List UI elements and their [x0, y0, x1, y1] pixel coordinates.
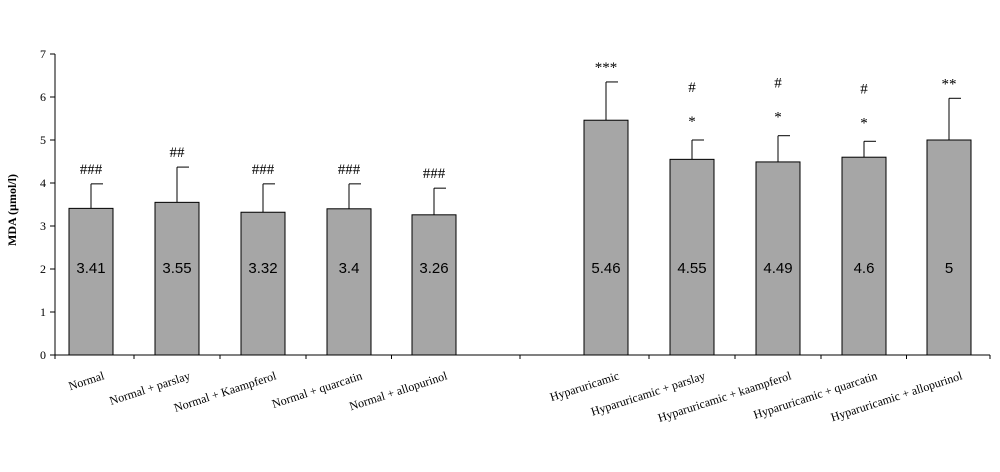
bar: [669, 158, 715, 356]
bar-value-label: 5.46: [591, 260, 620, 277]
bar-value-label: 3.41: [76, 260, 105, 277]
y-tick-label: 0: [40, 348, 46, 362]
bar-value-label: 3.4: [339, 260, 360, 277]
y-tick-label: 2: [40, 262, 46, 276]
significance-mark: ##: [170, 145, 186, 161]
bar: [926, 139, 972, 356]
y-tick-label: 5: [40, 133, 46, 147]
bar: [841, 156, 887, 356]
bar: [755, 161, 801, 356]
bar-value-label: 3.55: [162, 260, 191, 277]
x-category-label: Normal + allopurinol: [348, 368, 450, 413]
bar-value-label: 4.55: [677, 260, 706, 277]
significance-mark-lower: *: [688, 114, 696, 130]
x-category-label: Normal: [67, 368, 107, 393]
bar-value-label: 3.32: [248, 260, 277, 277]
bars-group: 3.41###3.55##3.32###3.4###3.26###5.46***…: [68, 60, 972, 356]
bar: [326, 208, 372, 356]
y-tick-label: 3: [40, 219, 46, 233]
significance-mark: ###: [252, 162, 275, 178]
bar-value-label: 3.26: [419, 260, 448, 277]
significance-mark: #: [860, 81, 868, 97]
significance-mark-lower: *: [860, 115, 868, 131]
y-axis-label: MDA (µmol/l): [5, 174, 19, 246]
significance-mark: ###: [80, 162, 103, 178]
bar: [240, 211, 286, 356]
significance-mark: ###: [423, 166, 446, 182]
significance-mark: ###: [338, 162, 361, 178]
bar: [583, 119, 629, 356]
y-tick-label: 6: [40, 90, 46, 104]
bar-value-label: 4.49: [763, 260, 792, 277]
bar-value-label: 4.6: [854, 260, 875, 277]
significance-mark: **: [942, 76, 957, 92]
significance-mark-lower: *: [774, 110, 782, 126]
significance-mark: ***: [595, 60, 618, 76]
bar: [411, 214, 457, 356]
y-tick-label: 4: [40, 176, 46, 190]
significance-mark: #: [774, 76, 782, 92]
bar-value-label: 5: [945, 260, 953, 277]
bar: [154, 201, 200, 356]
bar: [68, 207, 114, 356]
y-tick-label: 1: [40, 305, 46, 319]
y-tick-label: 7: [40, 47, 46, 61]
significance-mark: #: [688, 80, 696, 96]
